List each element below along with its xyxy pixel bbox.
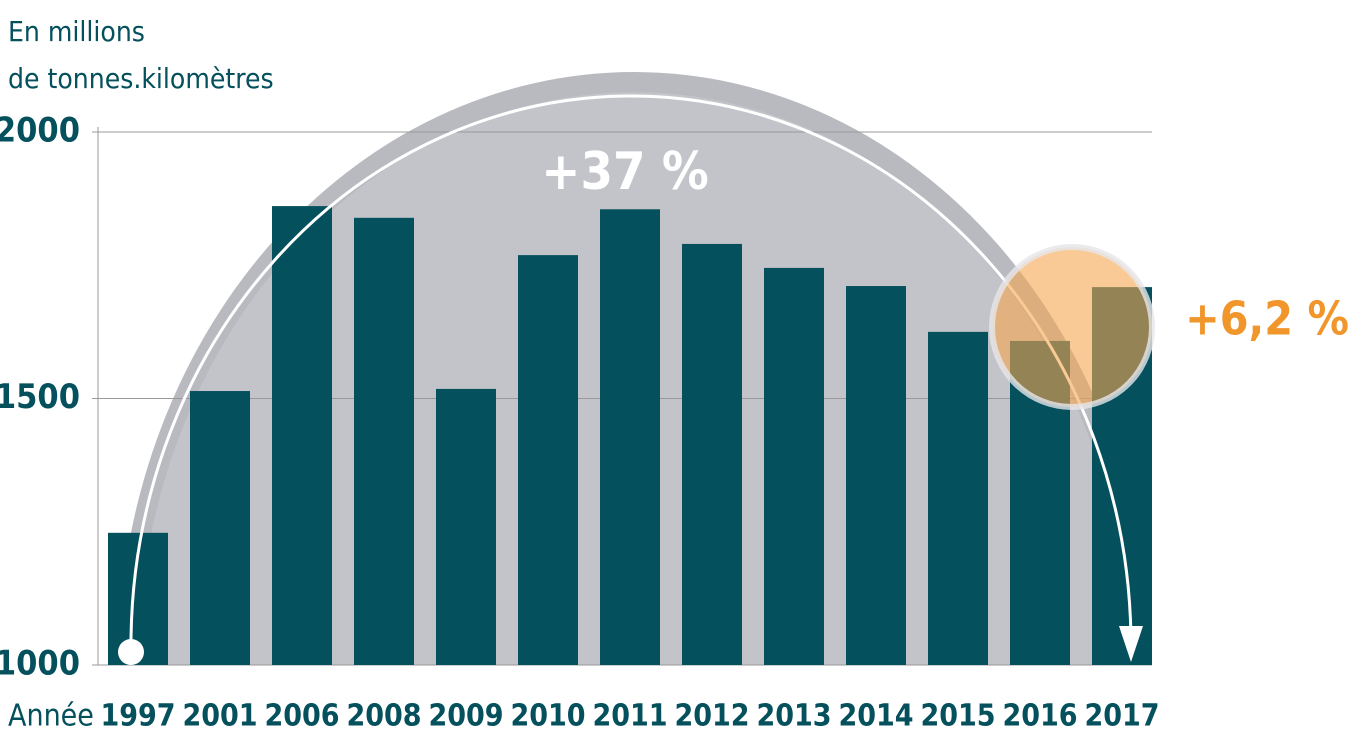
bar bbox=[764, 267, 824, 665]
x-tick-label: 2015 bbox=[920, 699, 995, 734]
bar bbox=[190, 391, 250, 665]
x-tick-label: 2013 bbox=[756, 699, 831, 734]
y-tick-label: 1000 bbox=[0, 644, 80, 684]
x-tick-label: 2001 bbox=[182, 699, 257, 734]
x-tick-label: 2012 bbox=[674, 699, 749, 734]
bars bbox=[108, 206, 1152, 666]
x-tick-label: 2017 bbox=[1084, 699, 1159, 734]
highlight-circle bbox=[989, 244, 1155, 410]
x-tick-label: 2009 bbox=[428, 699, 503, 734]
x-axis-label: Année bbox=[8, 699, 94, 734]
bar bbox=[518, 255, 578, 666]
unit-label: de tonnes.kilomètres bbox=[8, 62, 274, 95]
bar bbox=[272, 206, 332, 665]
bar bbox=[928, 331, 988, 665]
y-tick-label: 1500 bbox=[0, 377, 80, 417]
unit-label: En millions bbox=[8, 15, 145, 48]
y-tick-label: 2000 bbox=[0, 111, 80, 151]
annotation: +37 % bbox=[541, 142, 708, 202]
bar bbox=[436, 388, 496, 665]
bar bbox=[846, 286, 906, 665]
x-tick-label: 2011 bbox=[592, 699, 667, 734]
bar bbox=[600, 209, 660, 665]
annotation: +6,2 % bbox=[1185, 292, 1349, 346]
x-tick-label: 2016 bbox=[1002, 699, 1077, 734]
x-tick-label: 2014 bbox=[838, 699, 913, 734]
x-tick-label: 2010 bbox=[510, 699, 585, 734]
x-tick-label: 1997 bbox=[100, 699, 175, 734]
arrow-start bbox=[118, 639, 144, 665]
x-tick-label: 2006 bbox=[264, 699, 339, 734]
bar bbox=[354, 217, 414, 666]
x-tick-label: 2008 bbox=[346, 699, 421, 734]
bar bbox=[682, 243, 742, 665]
arrow-head bbox=[1119, 626, 1143, 662]
overlay bbox=[118, 94, 1155, 665]
